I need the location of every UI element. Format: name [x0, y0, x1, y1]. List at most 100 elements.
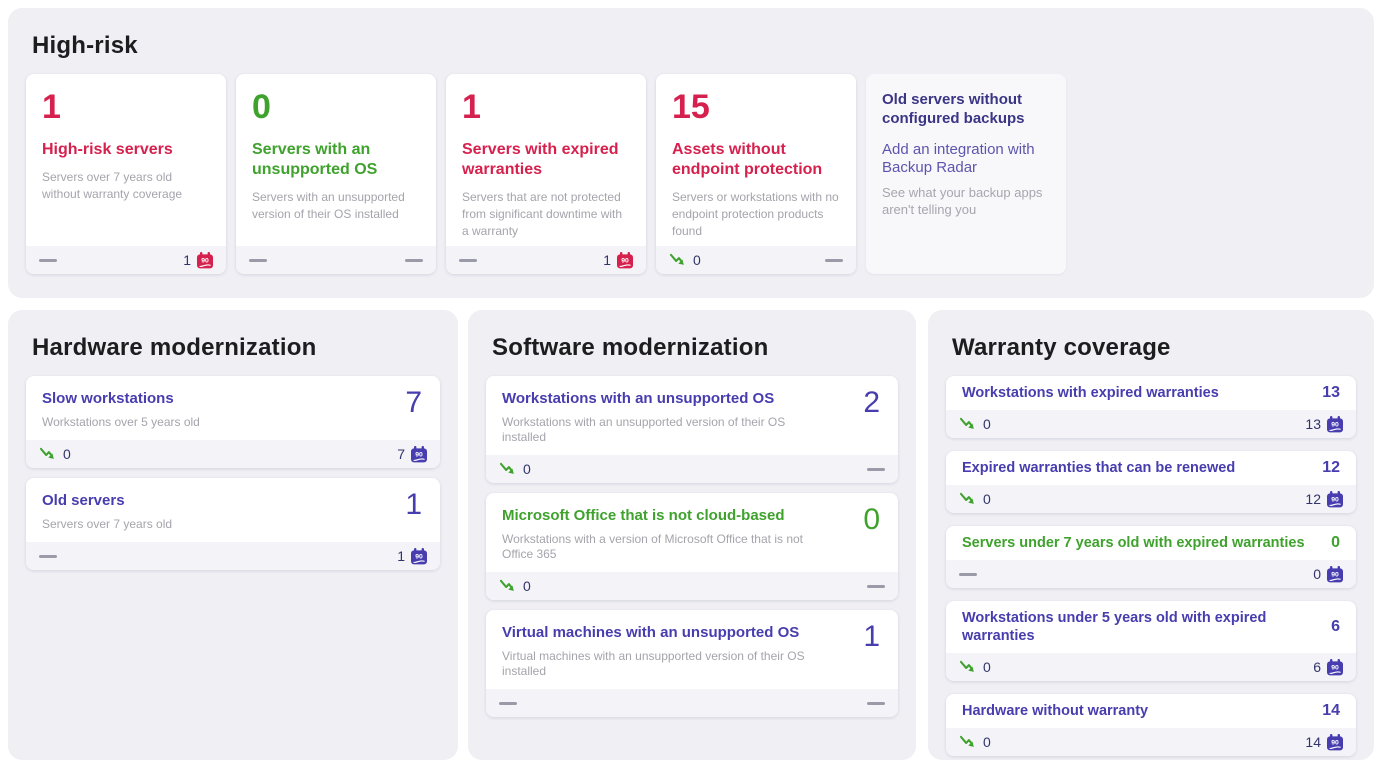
no-change-dash-icon — [499, 701, 517, 705]
section-high-risk: High-risk 1 High-risk servers Servers ov… — [8, 8, 1374, 298]
section-warranty-coverage: Warranty coverage Workstations with expi… — [928, 310, 1374, 760]
card-footer: 0 14 90 — [946, 728, 1356, 756]
card-workstations-under-5-expired-warranties[interactable]: Workstations under 5 years old with expi… — [946, 601, 1356, 681]
metric-value: 1 — [462, 88, 481, 126]
metric-title: Servers with an unsupported OS — [252, 141, 378, 178]
card-office-not-cloud-based[interactable]: Microsoft Office that is not cloud-based… — [486, 493, 898, 600]
metric-description: Servers over 7 years old without warrant… — [42, 170, 183, 201]
metric-value: 1 — [405, 488, 422, 521]
no-change-dash-icon — [459, 258, 477, 262]
svg-text:90: 90 — [415, 451, 423, 458]
card-footer: 0 — [486, 455, 898, 483]
svg-text:90: 90 — [1331, 664, 1339, 671]
trend-count: 0 — [693, 252, 701, 268]
section-title-warranty: Warranty coverage — [952, 334, 1171, 361]
metric-title: Expired warranties that can be renewed — [962, 460, 1236, 476]
trend-down-icon — [959, 660, 977, 675]
card-high-risk-servers[interactable]: 1 High-risk servers Servers over 7 years… — [26, 74, 226, 274]
card-footer: 0 90 — [946, 560, 1356, 588]
no-change-dash-icon — [867, 467, 885, 471]
trend-count: 0 — [983, 491, 991, 507]
metric-title: Servers with expired warranties — [462, 141, 619, 178]
metric-value: 7 — [405, 386, 422, 419]
metric-value: 0 — [863, 503, 880, 536]
svg-text:90: 90 — [201, 257, 209, 264]
section-title-high-risk: High-risk — [32, 32, 138, 59]
calendar-90-icon: 90 — [411, 547, 427, 565]
trend-count: 0 — [983, 416, 991, 432]
trend-count: 0 — [523, 461, 531, 477]
trend-down-icon — [39, 447, 57, 462]
calendar-90-icon: 90 — [617, 251, 633, 269]
metric-value: 1 — [863, 620, 880, 653]
metric-title: Slow workstations — [42, 390, 174, 407]
metric-description: Workstations with a version of Microsoft… — [502, 532, 804, 561]
ninety-day-count: 12 — [1305, 491, 1321, 507]
trend-down-icon — [959, 735, 977, 750]
card-servers-under-7-expired-warranties[interactable]: Servers under 7 years old with expired w… — [946, 526, 1356, 588]
promo-subtitle: See what your backup apps aren't telling… — [882, 185, 1043, 217]
trend-down-icon — [959, 417, 977, 432]
card-backup-radar-promo[interactable]: Old servers without configured backups A… — [866, 74, 1066, 274]
svg-text:90: 90 — [621, 257, 629, 264]
metric-description: Servers or workstations with no endpoint… — [672, 190, 839, 238]
card-footer: 1 90 — [26, 542, 440, 570]
calendar-90-icon: 90 — [411, 445, 427, 463]
card-old-servers[interactable]: Old servers Servers over 7 years old 1 1… — [26, 478, 440, 570]
metric-title: Hardware without warranty — [962, 703, 1149, 719]
card-servers-expired-warranties[interactable]: 1 Servers with expired warranties Server… — [446, 74, 646, 274]
ninety-day-count: 1 — [183, 252, 191, 268]
card-footer: 0 6 90 — [946, 653, 1356, 681]
no-change-dash-icon — [959, 572, 977, 576]
calendar-90-icon: 90 — [1327, 490, 1343, 508]
no-change-dash-icon — [825, 258, 843, 262]
section-hardware-modernization: Hardware modernization Slow workstations… — [8, 310, 458, 760]
no-change-dash-icon — [39, 258, 57, 262]
no-change-dash-icon — [249, 258, 267, 262]
card-workstations-unsupported-os[interactable]: Workstations with an unsupported OS Work… — [486, 376, 898, 483]
svg-text:90: 90 — [1331, 571, 1339, 578]
metric-title: Assets without endpoint protection — [672, 141, 823, 178]
metric-title: Old servers — [42, 492, 125, 509]
calendar-90-icon: 90 — [197, 251, 213, 269]
section-title-software: Software modernization — [492, 334, 769, 361]
metric-value: 2 — [863, 386, 880, 419]
metric-value: 13 — [1322, 384, 1340, 401]
card-footer: 0 13 90 — [946, 410, 1356, 438]
card-footer: 1 90 — [26, 246, 226, 274]
promo-title: Old servers without configured backups — [882, 91, 1025, 127]
trend-count: 0 — [63, 446, 71, 462]
card-footer: 0 12 90 — [946, 485, 1356, 513]
metric-title: Microsoft Office that is not cloud-based — [502, 507, 785, 524]
no-change-dash-icon — [39, 554, 57, 558]
trend-count: 0 — [983, 734, 991, 750]
card-footer: 0 7 90 — [26, 440, 440, 468]
trend-down-icon — [669, 253, 687, 268]
card-servers-unsupported-os[interactable]: 0 Servers with an unsupported OS Servers… — [236, 74, 436, 274]
card-hardware-without-warranty[interactable]: Hardware without warranty 14 0 14 90 — [946, 694, 1356, 756]
metric-description: Servers over 7 years old — [42, 517, 173, 531]
metric-description: Servers that are not protected from sign… — [462, 190, 623, 238]
svg-text:90: 90 — [1331, 739, 1339, 746]
card-vms-unsupported-os[interactable]: Virtual machines with an unsupported OS … — [486, 610, 898, 717]
metric-title: Virtual machines with an unsupported OS — [502, 624, 800, 641]
card-expired-warranties-renewable[interactable]: Expired warranties that can be renewed 1… — [946, 451, 1356, 513]
calendar-90-icon: 90 — [1327, 658, 1343, 676]
metric-description: Servers with an unsupported version of t… — [252, 190, 405, 221]
card-slow-workstations[interactable]: Slow workstations Workstations over 5 ye… — [26, 376, 440, 468]
ninety-day-count: 14 — [1305, 734, 1321, 750]
section-title-hardware: Hardware modernization — [32, 334, 317, 361]
trend-down-icon — [959, 492, 977, 507]
card-assets-without-endpoint-protection[interactable]: 15 Assets without endpoint protection Se… — [656, 74, 856, 274]
metric-value: 6 — [1331, 618, 1340, 635]
ninety-day-count: 13 — [1305, 416, 1321, 432]
backup-radar-integration-link[interactable]: Add an integration with Backup Radar — [882, 141, 1035, 176]
metric-title: High-risk servers — [42, 141, 173, 158]
card-workstations-expired-warranties[interactable]: Workstations with expired warranties 13 … — [946, 376, 1356, 438]
no-change-dash-icon — [867, 584, 885, 588]
trend-down-icon — [499, 462, 517, 477]
no-change-dash-icon — [867, 701, 885, 705]
high-risk-card-row: 1 High-risk servers Servers over 7 years… — [26, 74, 1356, 274]
metric-title: Servers under 7 years old with expired w… — [962, 535, 1305, 551]
